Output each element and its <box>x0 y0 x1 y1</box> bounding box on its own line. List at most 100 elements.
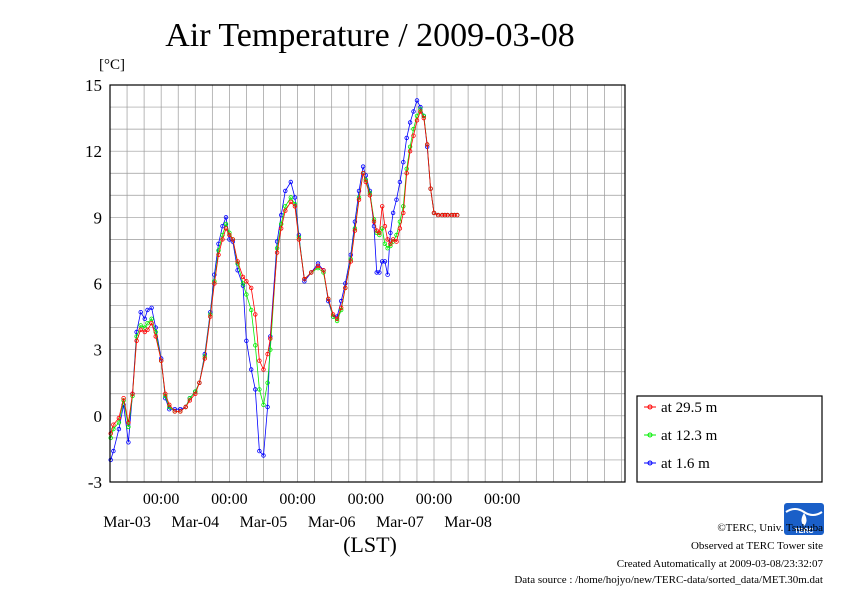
series-point <box>440 212 445 218</box>
y-tick-label: 15 <box>85 76 102 95</box>
series-point <box>401 210 406 216</box>
series-point <box>452 212 457 218</box>
series-point <box>363 179 368 185</box>
series-point <box>326 296 331 302</box>
legend-swatch-marker <box>647 432 653 438</box>
series-point <box>360 170 366 176</box>
series-point <box>334 316 340 321</box>
series-point <box>116 426 122 432</box>
series-point <box>248 307 254 313</box>
series-point <box>414 118 420 123</box>
series-point <box>371 219 377 224</box>
series-point <box>134 338 139 343</box>
series-point <box>377 270 382 275</box>
x-tick-time-label: 00:00 <box>484 491 520 508</box>
series-point <box>220 223 225 229</box>
series-point <box>163 391 168 396</box>
series-point <box>153 325 158 330</box>
series-point <box>138 310 143 315</box>
series-point <box>283 208 288 213</box>
x-tick-date-label: Mar-06 <box>308 514 356 531</box>
series-point <box>253 387 258 392</box>
series-point <box>411 133 416 138</box>
series-point <box>360 164 366 169</box>
series-point <box>388 230 393 235</box>
series-point <box>411 109 416 114</box>
series-point <box>401 204 406 209</box>
y-tick-label: 0 <box>94 407 103 426</box>
series-point <box>288 199 293 205</box>
series-point <box>390 210 396 216</box>
series-point <box>418 109 423 114</box>
series-point <box>253 343 258 348</box>
series-point <box>216 252 221 257</box>
x-tick-labels: 00:00 Mar-03 00:00 Mar-04 00:00 Mar-05 00:00 Ma… <box>103 491 520 531</box>
series-point <box>240 274 246 280</box>
series-point <box>149 321 154 326</box>
series-point <box>315 263 321 269</box>
series-point <box>197 380 202 385</box>
series-point <box>244 338 249 343</box>
series-point <box>283 188 288 194</box>
series-point <box>274 250 280 255</box>
footer-observed: Observed at TERC Tower site <box>691 540 823 552</box>
series-point <box>202 356 207 361</box>
series-point <box>244 292 249 297</box>
series-point <box>240 281 246 286</box>
series-point <box>377 230 382 235</box>
series-point <box>397 226 403 231</box>
series-point <box>296 237 302 242</box>
x-tick-time-label: 00:00 <box>279 491 315 508</box>
series-point <box>382 241 388 246</box>
series-line <box>110 110 458 434</box>
terc-logo: TERC <box>784 503 824 535</box>
series-point <box>212 272 217 277</box>
series-point <box>158 358 164 363</box>
series-point <box>235 259 240 264</box>
series-point <box>380 259 385 264</box>
logo-wave-icon <box>785 508 823 516</box>
series-point <box>321 268 326 273</box>
series-point <box>212 281 217 286</box>
series-point <box>126 440 131 445</box>
x-tick-time-label: 00:00 <box>143 491 179 508</box>
series-point <box>253 312 258 317</box>
y-tick-label: -3 <box>88 473 102 492</box>
series-point <box>385 272 390 277</box>
series-point <box>404 170 409 176</box>
series-point <box>138 323 143 328</box>
footer-copyright: ©TERC, Univ. Tsukuba <box>717 522 823 534</box>
series-point <box>292 204 298 209</box>
series-point <box>265 404 270 410</box>
logo-drop-icon <box>801 513 807 526</box>
series-point <box>442 212 448 218</box>
series-point <box>111 422 116 427</box>
series-point <box>149 305 154 310</box>
series-point <box>343 285 348 291</box>
series-point <box>356 188 362 194</box>
series-point <box>374 228 379 233</box>
series-point <box>385 237 390 242</box>
series-point <box>138 327 143 332</box>
series-point <box>371 223 377 229</box>
series-point <box>257 358 262 363</box>
series-point <box>130 391 135 396</box>
series-point <box>356 197 362 202</box>
series-point <box>208 314 213 319</box>
series-point <box>382 259 388 264</box>
y-tick-label: 3 <box>94 341 103 360</box>
footer-created: Created Automatically at 2009-03-08/23:3… <box>617 558 824 570</box>
series-point <box>397 179 403 185</box>
series-point <box>309 270 314 275</box>
series-point <box>142 325 147 330</box>
x-tick-date-label: Mar-03 <box>103 514 151 531</box>
x-tick-date-label: Mar-05 <box>240 514 288 531</box>
series-point <box>428 186 433 191</box>
series-point <box>149 316 154 321</box>
series-point <box>388 241 393 246</box>
series-point <box>268 336 273 341</box>
series-point <box>330 312 336 317</box>
series-point <box>187 398 192 403</box>
series-point <box>108 435 113 441</box>
